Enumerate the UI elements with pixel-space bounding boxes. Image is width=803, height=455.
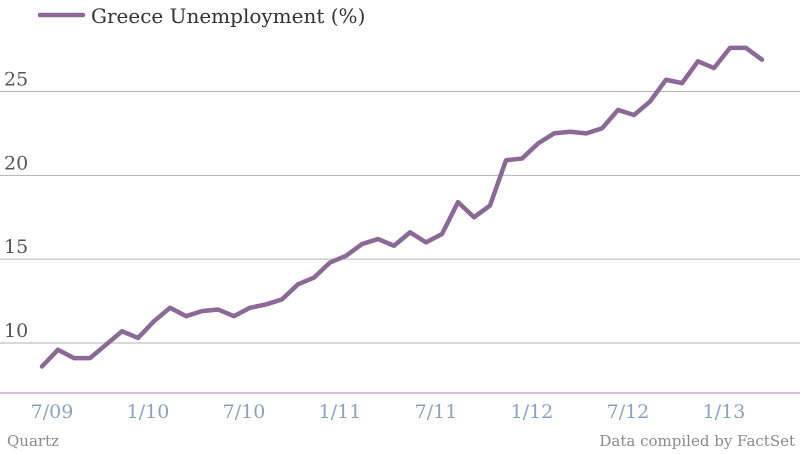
y-tick-label: 25 <box>4 69 28 91</box>
x-tick-label: 7/09 <box>31 401 74 423</box>
y-axis-ticks: 10 15 20 25 <box>4 69 28 343</box>
x-tick-label: 7/10 <box>223 401 266 423</box>
x-tick-label: 1/13 <box>703 401 746 423</box>
y-tick-label: 15 <box>4 236 28 258</box>
x-tick-label: 7/12 <box>607 401 650 423</box>
x-tick-label: 1/11 <box>319 401 362 423</box>
x-axis-ticks: 7/09 1/10 7/10 1/11 7/11 1/12 7/12 1/13 <box>31 401 746 423</box>
x-tick-label: 7/11 <box>415 401 458 423</box>
series-line-greece-unemployment <box>39 45 765 369</box>
y-tick-label: 10 <box>4 320 28 342</box>
x-tick-label: 1/12 <box>511 401 554 423</box>
source-right: Data compiled by FactSet <box>599 432 795 450</box>
source-left: Quartz <box>7 432 59 450</box>
series-group <box>39 45 765 369</box>
legend: Greece Unemployment (%) <box>37 4 365 28</box>
gridlines <box>0 91 800 344</box>
y-tick-label: 20 <box>4 152 28 174</box>
x-tick-label: 1/10 <box>127 401 170 423</box>
legend-label: Greece Unemployment (%) <box>91 4 365 28</box>
